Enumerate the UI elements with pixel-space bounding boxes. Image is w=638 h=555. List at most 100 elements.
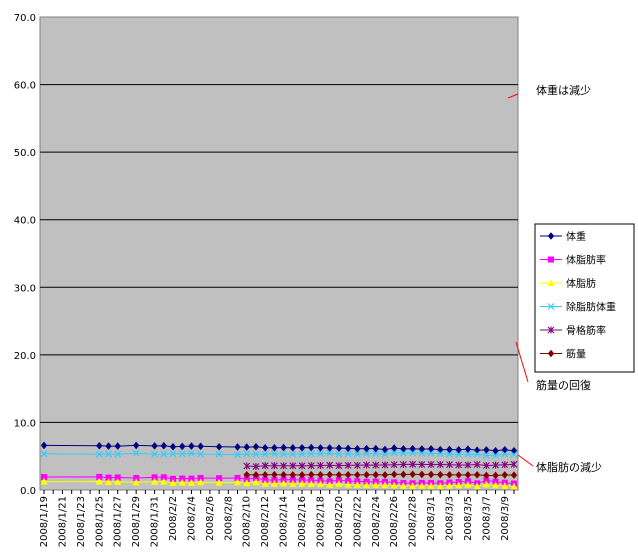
x-tick-label: 2008/3/1	[426, 496, 437, 541]
data-point	[289, 479, 297, 487]
series-layer	[40, 441, 518, 490]
data-point	[280, 450, 288, 458]
data-point	[187, 478, 196, 486]
data-point	[252, 442, 260, 451]
data-point	[150, 477, 159, 485]
data-point	[409, 460, 417, 468]
data-point	[233, 478, 242, 486]
legend-entry: 骨格筋率	[566, 324, 606, 337]
data-point	[114, 442, 121, 450]
data-point	[215, 450, 223, 458]
data-point	[464, 471, 472, 479]
data-point	[326, 480, 334, 488]
data-point	[234, 474, 241, 481]
data-point	[298, 479, 306, 487]
data-point	[197, 474, 204, 481]
data-point	[464, 461, 472, 469]
data-point	[353, 480, 361, 488]
data-point	[41, 474, 47, 481]
data-point	[308, 443, 315, 452]
data-point	[492, 461, 499, 469]
data-point	[96, 473, 103, 480]
data-point	[169, 442, 177, 451]
x-tick-label: 2008/2/8	[223, 496, 234, 541]
data-point	[400, 470, 407, 479]
data-point	[372, 450, 380, 458]
gridlines	[40, 84, 518, 423]
y-axis-tick-labels: 0.0 10.0 20.0 30.0 40.0 50.0 60.0 70.0	[14, 13, 36, 497]
data-point	[354, 471, 361, 479]
annotation-muscle: 筋量の回復	[536, 378, 591, 392]
data-point	[344, 444, 352, 453]
data-point	[436, 460, 444, 468]
data-point	[216, 475, 223, 482]
data-point	[372, 470, 379, 479]
annotation-leader	[517, 454, 534, 467]
data-point	[178, 478, 186, 486]
x-tick-label: 2008/2/10	[242, 496, 253, 547]
legend-entry: 体重	[566, 230, 586, 243]
series-line	[246, 473, 515, 476]
data-point	[363, 470, 370, 479]
data-point	[492, 452, 499, 459]
data-point	[270, 450, 278, 458]
data-point	[445, 481, 454, 489]
data-point	[132, 478, 140, 486]
x-tick-label: 2008/1/27	[113, 496, 124, 547]
data-point	[335, 444, 343, 452]
data-point	[482, 461, 490, 469]
data-point	[271, 462, 278, 470]
data-point	[344, 480, 352, 488]
data-point	[363, 450, 370, 458]
data-point	[473, 450, 481, 458]
data-point	[132, 441, 140, 450]
data-point	[381, 461, 389, 469]
data-point	[280, 462, 287, 470]
data-point	[381, 445, 389, 454]
data-point	[298, 443, 306, 452]
series-5	[243, 460, 518, 470]
x-tick-label: 2008/2/14	[279, 496, 290, 547]
y-tick-label: 60.0	[14, 81, 36, 92]
x-tick-label: 2008/2/26	[389, 496, 400, 547]
data-point	[243, 479, 251, 487]
x-tick-label: 2008/3/9	[500, 496, 511, 541]
annotation-fat: 体脂肪の減少	[536, 460, 602, 474]
legend-marker	[547, 232, 555, 240]
x-tick-label: 2008/2/16	[297, 496, 308, 547]
x-tick-label: 2008/1/19	[39, 496, 50, 547]
data-point	[261, 462, 269, 470]
data-point	[114, 478, 122, 485]
data-point	[501, 450, 509, 458]
data-point	[436, 450, 444, 458]
data-point	[335, 480, 343, 487]
data-point	[40, 477, 48, 485]
data-point	[270, 479, 278, 487]
plot-area	[39, 16, 519, 491]
data-point	[316, 480, 325, 488]
data-point	[464, 480, 472, 488]
data-point	[510, 482, 518, 490]
annotation-weight: 体重は減少	[536, 83, 591, 97]
data-point	[151, 474, 158, 481]
data-point	[234, 443, 241, 451]
data-point	[261, 443, 269, 452]
data-point	[510, 451, 518, 458]
data-point	[399, 449, 407, 457]
data-point	[510, 471, 518, 479]
data-point	[501, 461, 509, 469]
x-tick-label: 2008/2/22	[352, 496, 363, 547]
data-point	[234, 451, 241, 459]
data-point	[169, 479, 177, 486]
annotation-leader	[507, 93, 519, 99]
data-point	[243, 476, 250, 483]
data-point	[483, 471, 490, 480]
data-point	[261, 470, 269, 479]
data-point	[178, 450, 186, 458]
data-point	[40, 441, 48, 450]
data-point	[363, 461, 370, 469]
data-point	[418, 470, 426, 479]
data-point	[197, 442, 204, 451]
